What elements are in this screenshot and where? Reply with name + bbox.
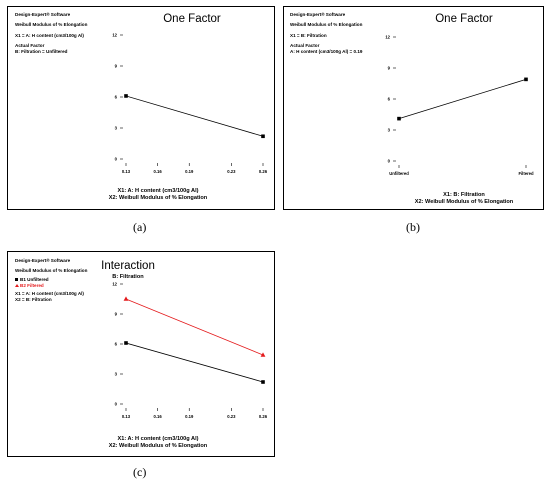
x-tick-label: 0.13 xyxy=(122,414,131,419)
x-tick-label: 0.19 xyxy=(185,414,194,419)
x-tick-label: 0.23 xyxy=(227,414,236,419)
x2-axis-label: X2: Weibull Modulus of % Elongation xyxy=(108,195,208,201)
y-tick-label: 3 xyxy=(115,372,118,377)
x-tick-label: 0.13 xyxy=(122,169,131,174)
x-axis-label: X1: B: Filtration xyxy=(443,192,485,198)
x-tick-label: 0.16 xyxy=(154,169,163,174)
x-tick-label: 0.19 xyxy=(185,169,194,174)
x-axis-label: X1: A: H content (cm3/100g Al) xyxy=(117,188,199,194)
series-line xyxy=(125,298,264,356)
square-marker-icon xyxy=(15,278,18,282)
chart-title: Interaction xyxy=(101,260,155,272)
y-tick-label: 3 xyxy=(115,126,118,131)
caption-c: (c) xyxy=(133,465,147,479)
series-line xyxy=(398,78,527,120)
x2-axis-label: X2: Weibull Modulus of % Elongation xyxy=(414,199,514,205)
chart-subtitle: B: Filtration xyxy=(112,274,144,280)
data-point-square xyxy=(261,134,265,139)
y-tick-label: 12 xyxy=(385,35,390,40)
y-tick-label: 9 xyxy=(115,312,118,317)
data-point-triangle xyxy=(260,352,266,357)
chart-title: One Factor xyxy=(163,13,221,25)
x2-axis-label: X2: Weibull Modulus of % Elongation xyxy=(108,443,208,449)
chart-panel-b: Design-Expert® Software Weibull Modulus … xyxy=(283,6,544,210)
actual-factor-header: Actual Factor xyxy=(15,43,45,48)
y-tick-label: 12 xyxy=(112,33,117,38)
x-tick-label: 0.26 xyxy=(259,414,268,419)
y-tick-label: 0 xyxy=(115,157,118,162)
y-tick-label: 9 xyxy=(388,66,391,71)
data-point-square xyxy=(397,116,401,121)
x-tick-label: Unfiltered xyxy=(389,171,409,176)
y-tick-label: 0 xyxy=(388,159,391,164)
plot-area-a: 0 3 6 9 12 0.13 0.16 0.19 0.23 0.26 xyxy=(112,33,268,175)
actual-factor-value: A: H content (cm3/100g Al) = 0.19 xyxy=(290,49,363,54)
x1-factor-label: X1 = A: H content (cm3/100g Al) xyxy=(15,291,84,296)
legend-entry-filtered: B2 Filtered xyxy=(15,283,44,289)
x-tick-label: 0.16 xyxy=(154,414,163,419)
legend-label-unfiltered: B1 Unfiltered xyxy=(20,277,49,282)
y-tick-label: 6 xyxy=(115,95,118,100)
triangle-marker-icon xyxy=(15,284,19,288)
software-label: Design-Expert® Software xyxy=(15,12,71,17)
series-line xyxy=(125,342,264,383)
legend-label-filtered: B2 Filtered xyxy=(20,283,44,288)
plot-area-b: 0 3 6 9 12 Unfiltered Filtered xyxy=(385,35,534,177)
x-tick-label: 0.26 xyxy=(259,169,268,174)
x1-factor-label: X1 = A: H content (cm3/100g Al) xyxy=(15,33,84,38)
caption-a: (a) xyxy=(133,220,147,234)
chart-panel-c: Design-Expert® Software Weibull Modulus … xyxy=(7,251,275,457)
y-tick-label: 6 xyxy=(115,342,118,347)
response-label: Weibull Modulus of % Elongation xyxy=(290,22,363,27)
actual-factor-value: B: Filtration = Unfiltered xyxy=(15,49,68,54)
y-tick-label: 12 xyxy=(112,282,117,287)
actual-factor-header: Actual Factor xyxy=(290,43,320,48)
caption-b: (b) xyxy=(406,220,420,234)
y-tick-label: 6 xyxy=(388,97,391,102)
legend-entry-unfiltered: B1 Unfiltered xyxy=(15,277,49,283)
software-label: Design-Expert® Software xyxy=(15,258,71,263)
chart-panel-a: Design-Expert® Software Weibull Modulus … xyxy=(7,6,275,210)
x-tick-label: Filtered xyxy=(518,171,534,176)
x1-factor-label: X1 = B: Filtration xyxy=(290,33,327,38)
data-point-square xyxy=(261,380,265,384)
data-point-square xyxy=(124,94,128,98)
y-tick-label: 9 xyxy=(115,64,118,69)
x-tick-label: 0.23 xyxy=(227,169,236,174)
software-label: Design-Expert® Software xyxy=(290,12,346,17)
response-label: Weibull Modulus of % Elongation xyxy=(15,268,88,273)
plot-area-c: 0 3 6 9 12 0.13 0.16 0.19 0.23 0.26 xyxy=(112,282,268,420)
data-point-square xyxy=(524,77,528,82)
chart-title: One Factor xyxy=(435,13,493,25)
x2-factor-label: X2 = B: Filtration xyxy=(15,297,52,302)
series-line xyxy=(125,95,264,137)
response-label: Weibull Modulus of % Elongation xyxy=(15,22,88,27)
y-tick-label: 3 xyxy=(388,128,391,133)
x-axis-label: X1: A: H content (cm3/100g Al) xyxy=(117,436,199,442)
data-point-triangle xyxy=(123,296,129,301)
y-tick-label: 0 xyxy=(115,402,118,407)
data-point-square xyxy=(124,341,128,345)
